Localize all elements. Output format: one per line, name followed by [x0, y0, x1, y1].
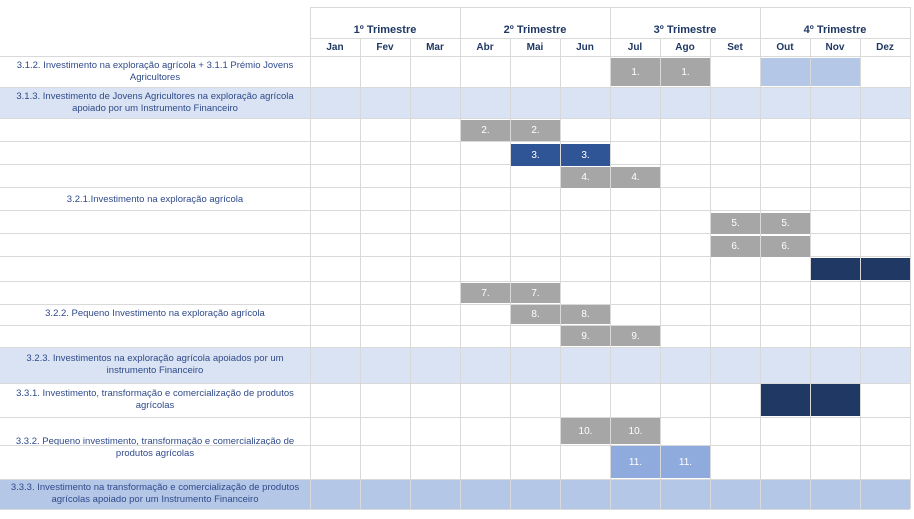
- month-header-set: Set: [727, 42, 743, 53]
- gantt-bar: 10.: [561, 418, 610, 444]
- gantt-bar: 4.: [561, 167, 610, 188]
- month-header-out: Out: [776, 42, 794, 53]
- row-label-3-3-3: 3.3.3. Investimento na transformação e c…: [0, 479, 310, 509]
- quarter-header-2: 2º Trimestre: [503, 24, 567, 36]
- gantt-bar: 8.: [561, 305, 610, 324]
- gantt-bar: 5.: [711, 213, 760, 234]
- gantt-bar: [811, 384, 860, 416]
- row-band-3-3-3: [310, 479, 910, 509]
- gantt-bar: 1.: [611, 58, 660, 86]
- month-header-mar: Mar: [426, 42, 444, 53]
- gantt-bar: 8.: [511, 305, 560, 324]
- quarter-header-4: 4º Trimestre: [803, 24, 867, 36]
- month-header-fev: Fev: [376, 42, 394, 53]
- row-label-3-2-3: 3.2.3. Investimentos na exploração agríc…: [0, 347, 310, 383]
- gantt-bar: 7.: [461, 283, 510, 303]
- row-label-3-3-1: 3.3.1. Investimento, transformação e com…: [16, 388, 294, 411]
- gantt-bar: 10.: [611, 418, 660, 444]
- row-band-3-2-3: [310, 347, 910, 383]
- gantt-bar: 2.: [511, 120, 560, 141]
- gantt-bar: 3.: [511, 144, 560, 166]
- gantt-bar: 6.: [711, 236, 760, 257]
- month-header-jan: Jan: [326, 42, 344, 53]
- month-header-mai: Mai: [526, 42, 544, 53]
- month-header-nov: Nov: [825, 42, 845, 53]
- gantt-bar: 2.: [461, 120, 510, 141]
- row-label-3-3-2: 3.3.2. Pequeno investimento, transformaç…: [15, 436, 295, 459]
- gantt-bar: 11.: [611, 446, 660, 478]
- row-band-3-1-3: [310, 87, 910, 118]
- gantt-bar: 3.: [561, 144, 610, 166]
- gantt-bar: [761, 384, 810, 416]
- gantt-bar: 1.: [661, 58, 710, 86]
- month-header-ago: Ago: [675, 42, 695, 53]
- gantt-bar: 9.: [561, 326, 610, 346]
- gantt-bar: [761, 58, 810, 86]
- gantt-bar: 6.: [761, 236, 810, 257]
- gantt-bar: [811, 58, 860, 86]
- gantt-bar: 7.: [511, 283, 560, 303]
- gantt-bar: [861, 258, 910, 280]
- quarter-header-3: 3º Trimestre: [653, 24, 717, 36]
- row-label-3-1-2: 3.1.2. Investimento na exploração agríco…: [16, 59, 294, 83]
- gantt-bar: 11.: [661, 446, 710, 478]
- gantt-bar: 9.: [611, 326, 660, 346]
- gantt-bar: 4.: [611, 167, 660, 188]
- month-header-dez: Dez: [876, 42, 894, 53]
- month-header-jul: Jul: [627, 42, 643, 53]
- row-label-3-2-2: 3.2.2. Pequeno Investimento na exploraçã…: [45, 308, 265, 319]
- row-label-3-2-1: 3.2.1.Investimento na exploração agrícol…: [66, 193, 244, 205]
- month-header-abr: Abr: [476, 42, 494, 53]
- gantt-bar: [811, 258, 860, 280]
- quarter-header-1: 1º Trimestre: [353, 24, 417, 36]
- gantt-bar: 5.: [761, 213, 810, 234]
- month-header-jun: Jun: [576, 42, 594, 53]
- row-label-3-1-3: 3.1.3. Investimento de Jovens Agricultor…: [0, 87, 310, 118]
